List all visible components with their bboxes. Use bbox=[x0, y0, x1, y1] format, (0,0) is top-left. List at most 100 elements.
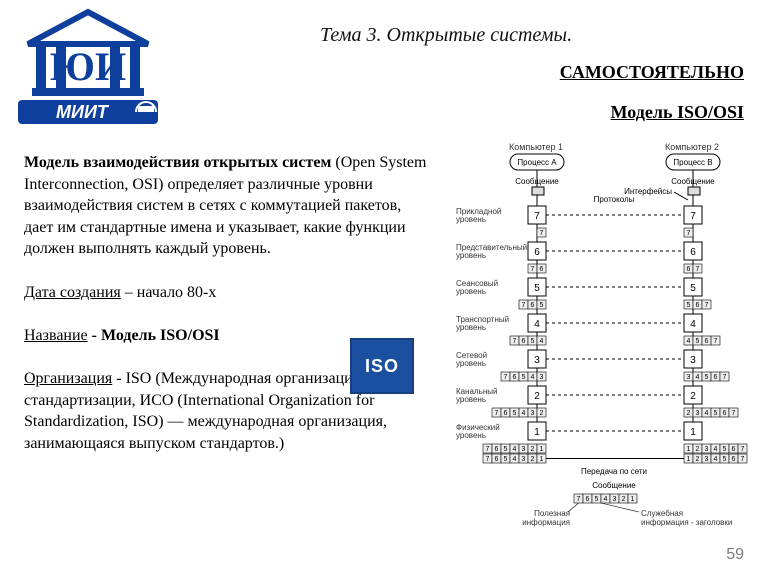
svg-text:4: 4 bbox=[705, 410, 709, 417]
svg-text:7: 7 bbox=[723, 374, 727, 381]
model-title: Модель ISO/OSI bbox=[611, 102, 744, 123]
svg-text:5: 5 bbox=[504, 456, 508, 463]
svg-text:1: 1 bbox=[534, 427, 540, 438]
svg-text:5: 5 bbox=[690, 283, 696, 294]
svg-text:1: 1 bbox=[687, 446, 691, 453]
svg-text:1: 1 bbox=[540, 456, 544, 463]
svg-text:4: 4 bbox=[604, 496, 608, 503]
svg-text:Сообщение: Сообщение bbox=[592, 481, 636, 490]
svg-text:5: 5 bbox=[531, 338, 535, 345]
svg-text:7: 7 bbox=[486, 456, 490, 463]
svg-text:7: 7 bbox=[531, 266, 535, 273]
svg-text:2: 2 bbox=[540, 410, 544, 417]
page-number: 59 bbox=[726, 546, 744, 564]
svg-text:7: 7 bbox=[495, 410, 499, 417]
svg-text:7: 7 bbox=[714, 338, 718, 345]
svg-text:2: 2 bbox=[622, 496, 626, 503]
svg-text:6: 6 bbox=[687, 266, 691, 273]
logo-bottom-text: МИИТ bbox=[56, 102, 110, 122]
svg-text:4: 4 bbox=[513, 446, 517, 453]
svg-text:Протоколы: Протоколы bbox=[594, 195, 635, 204]
svg-text:4: 4 bbox=[531, 374, 535, 381]
svg-text:7: 7 bbox=[687, 230, 691, 237]
svg-text:7: 7 bbox=[534, 211, 540, 222]
svg-text:уровень: уровень bbox=[456, 395, 486, 404]
iso-logo: ISO bbox=[350, 338, 414, 394]
name-value: - Модель ISO/OSI bbox=[88, 327, 220, 344]
svg-text:Компьютер 2: Компьютер 2 bbox=[665, 142, 719, 152]
lead-bold: Модель взаимодействия открытых систем bbox=[24, 154, 331, 171]
svg-text:3: 3 bbox=[522, 456, 526, 463]
svg-text:5: 5 bbox=[504, 446, 508, 453]
svg-text:5: 5 bbox=[534, 283, 540, 294]
svg-text:4: 4 bbox=[714, 456, 718, 463]
org-label: Организация bbox=[24, 370, 112, 387]
svg-text:Полезная: Полезная bbox=[534, 509, 570, 518]
svg-text:5: 5 bbox=[723, 456, 727, 463]
svg-text:уровень: уровень bbox=[456, 323, 486, 332]
svg-text:5: 5 bbox=[522, 374, 526, 381]
svg-text:6: 6 bbox=[513, 374, 517, 381]
svg-text:4: 4 bbox=[513, 456, 517, 463]
self-study-label: САМОСТОЯТЕЛЬНО bbox=[560, 62, 744, 83]
svg-text:3: 3 bbox=[534, 355, 540, 366]
svg-text:Компьютер 1: Компьютер 1 bbox=[509, 142, 563, 152]
svg-text:уровень: уровень bbox=[456, 287, 486, 296]
svg-text:5: 5 bbox=[705, 374, 709, 381]
svg-text:4: 4 bbox=[522, 410, 526, 417]
svg-text:2: 2 bbox=[687, 410, 691, 417]
svg-text:6: 6 bbox=[522, 338, 526, 345]
svg-text:5: 5 bbox=[714, 410, 718, 417]
svg-text:7: 7 bbox=[522, 302, 526, 309]
svg-text:7: 7 bbox=[690, 211, 696, 222]
svg-text:6: 6 bbox=[705, 338, 709, 345]
svg-text:6: 6 bbox=[495, 446, 499, 453]
svg-text:7: 7 bbox=[696, 266, 700, 273]
svg-text:7: 7 bbox=[513, 338, 517, 345]
svg-text:7: 7 bbox=[705, 302, 709, 309]
svg-text:информация: информация bbox=[522, 518, 570, 527]
name-label: Название bbox=[24, 327, 88, 344]
svg-text:3: 3 bbox=[696, 410, 700, 417]
logo-top-text: ЮИ bbox=[50, 44, 126, 89]
svg-text:1: 1 bbox=[631, 496, 635, 503]
osi-diagram: Компьютер 1Компьютер 2Процесс AПроцесс B… bbox=[454, 140, 754, 560]
svg-text:6: 6 bbox=[714, 374, 718, 381]
svg-text:1: 1 bbox=[540, 446, 544, 453]
date-value: – начало 80-х bbox=[121, 284, 217, 301]
svg-text:3: 3 bbox=[540, 374, 544, 381]
svg-text:Служебная: Служебная bbox=[641, 509, 683, 518]
svg-text:2: 2 bbox=[696, 456, 700, 463]
svg-text:Передача по сети: Передача по сети bbox=[581, 467, 647, 476]
svg-text:6: 6 bbox=[690, 247, 696, 258]
svg-text:4: 4 bbox=[534, 319, 540, 330]
svg-text:6: 6 bbox=[732, 446, 736, 453]
date-label: Дата создания bbox=[24, 284, 121, 301]
svg-text:7: 7 bbox=[486, 446, 490, 453]
svg-text:3: 3 bbox=[613, 496, 617, 503]
svg-text:4: 4 bbox=[714, 446, 718, 453]
svg-text:7: 7 bbox=[577, 496, 581, 503]
svg-text:4: 4 bbox=[696, 374, 700, 381]
svg-text:7: 7 bbox=[504, 374, 508, 381]
svg-text:6: 6 bbox=[696, 302, 700, 309]
body-text: Модель взаимодействия открытых систем (O… bbox=[24, 152, 434, 454]
svg-text:6: 6 bbox=[732, 456, 736, 463]
svg-text:6: 6 bbox=[540, 266, 544, 273]
svg-text:Интерфейсы: Интерфейсы bbox=[624, 187, 672, 196]
svg-text:4: 4 bbox=[687, 338, 691, 345]
svg-text:5: 5 bbox=[723, 446, 727, 453]
svg-text:3: 3 bbox=[687, 374, 691, 381]
svg-text:6: 6 bbox=[586, 496, 590, 503]
svg-text:уровень: уровень bbox=[456, 359, 486, 368]
svg-text:3: 3 bbox=[531, 410, 535, 417]
svg-text:2: 2 bbox=[696, 446, 700, 453]
svg-text:3: 3 bbox=[690, 355, 696, 366]
svg-text:6: 6 bbox=[723, 410, 727, 417]
svg-text:3: 3 bbox=[705, 456, 709, 463]
svg-text:6: 6 bbox=[504, 410, 508, 417]
svg-text:2: 2 bbox=[534, 391, 540, 402]
svg-text:7: 7 bbox=[540, 230, 544, 237]
svg-text:7: 7 bbox=[732, 410, 736, 417]
svg-text:7: 7 bbox=[741, 456, 745, 463]
